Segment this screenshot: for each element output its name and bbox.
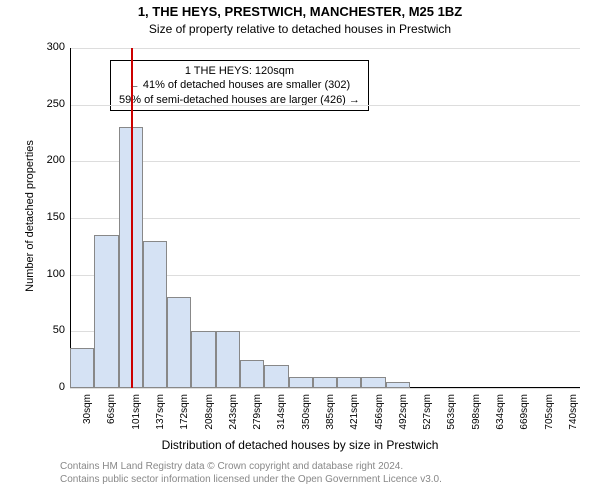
x-tick-label: 137sqm bbox=[155, 394, 166, 444]
grid-line bbox=[70, 105, 580, 106]
x-tick-label: 314sqm bbox=[276, 394, 287, 444]
chart-container: 1, THE HEYS, PRESTWICH, MANCHESTER, M25 … bbox=[0, 0, 600, 500]
x-tick-label: 563sqm bbox=[446, 394, 457, 444]
x-tick-label: 172sqm bbox=[179, 394, 190, 444]
x-tick-label: 101sqm bbox=[131, 394, 142, 444]
x-tick-label: 598sqm bbox=[471, 394, 482, 444]
chart-title: 1, THE HEYS, PRESTWICH, MANCHESTER, M25 … bbox=[0, 4, 600, 19]
histogram-bar bbox=[337, 377, 361, 388]
property-marker-line bbox=[131, 48, 133, 388]
y-axis-line bbox=[70, 48, 71, 388]
x-tick-label: 208sqm bbox=[204, 394, 215, 444]
x-tick-label: 66sqm bbox=[106, 394, 117, 444]
x-tick-label: 634sqm bbox=[495, 394, 506, 444]
chart-subtitle: Size of property relative to detached ho… bbox=[0, 22, 600, 36]
grid-line bbox=[70, 161, 580, 162]
x-tick-label: 705sqm bbox=[544, 394, 555, 444]
y-tick-label: 50 bbox=[35, 324, 65, 336]
histogram-bar bbox=[143, 241, 167, 388]
histogram-bar bbox=[70, 348, 94, 388]
grid-line bbox=[70, 218, 580, 219]
histogram-bar bbox=[191, 331, 215, 388]
histogram-bar bbox=[289, 377, 313, 388]
plot-area bbox=[70, 48, 580, 388]
footer-text: Contains HM Land Registry data © Crown c… bbox=[60, 460, 442, 486]
y-tick-label: 200 bbox=[35, 154, 65, 166]
histogram-bar bbox=[216, 331, 240, 388]
grid-line bbox=[70, 388, 580, 389]
footer-line-1: Contains HM Land Registry data © Crown c… bbox=[60, 460, 442, 473]
histogram-bar bbox=[240, 360, 264, 388]
x-tick-label: 279sqm bbox=[252, 394, 263, 444]
x-tick-label: 527sqm bbox=[422, 394, 433, 444]
x-tick-label: 30sqm bbox=[82, 394, 93, 444]
y-tick-label: 0 bbox=[35, 381, 65, 393]
y-tick-label: 100 bbox=[35, 268, 65, 280]
histogram-bar bbox=[167, 297, 191, 388]
x-tick-label: 350sqm bbox=[301, 394, 312, 444]
y-tick-label: 250 bbox=[35, 98, 65, 110]
y-tick-label: 150 bbox=[35, 211, 65, 223]
x-tick-label: 385sqm bbox=[325, 394, 336, 444]
x-tick-label: 492sqm bbox=[398, 394, 409, 444]
grid-line bbox=[70, 48, 580, 49]
histogram-bar bbox=[94, 235, 118, 388]
x-tick-label: 456sqm bbox=[374, 394, 385, 444]
histogram-bar bbox=[313, 377, 337, 388]
histogram-bar bbox=[386, 382, 410, 388]
histogram-bar bbox=[264, 365, 288, 388]
histogram-bar bbox=[361, 377, 385, 388]
x-tick-label: 243sqm bbox=[228, 394, 239, 444]
x-tick-label: 740sqm bbox=[568, 394, 579, 444]
x-tick-label: 669sqm bbox=[519, 394, 530, 444]
footer-line-2: Contains public sector information licen… bbox=[60, 473, 442, 486]
y-tick-label: 300 bbox=[35, 41, 65, 53]
x-tick-label: 421sqm bbox=[349, 394, 360, 444]
